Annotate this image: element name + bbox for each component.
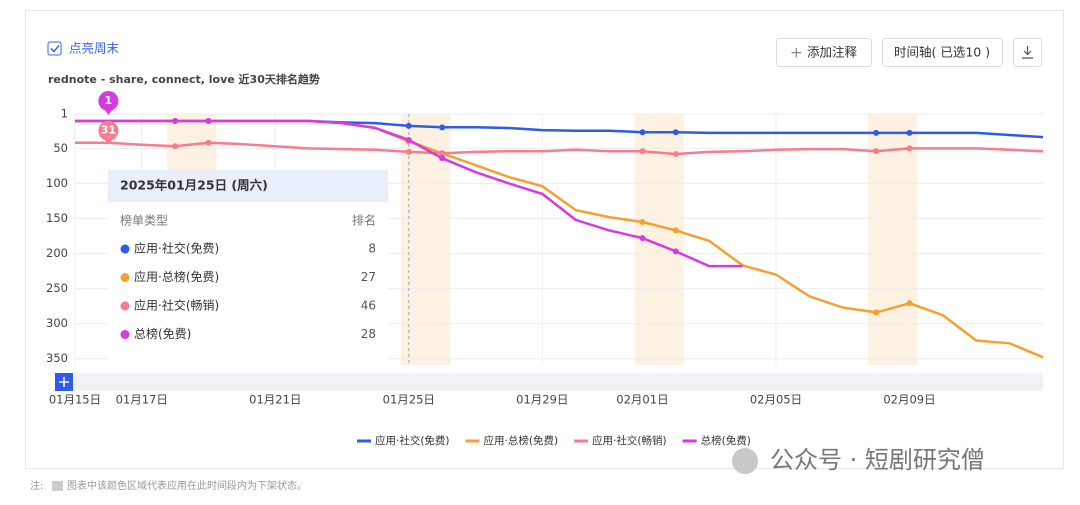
point: [873, 309, 880, 316]
point: [405, 122, 412, 129]
tooltip-row-label: 应用·总榜(免费): [134, 269, 219, 284]
x-tick-label: 01月25日: [383, 393, 435, 407]
point: [906, 129, 913, 136]
y-tick-label: 350: [46, 351, 68, 365]
note-prefix: 注:: [30, 479, 43, 492]
tooltip-row-value: 27: [361, 270, 376, 284]
point: [205, 139, 212, 146]
checkbox[interactable]: [47, 41, 62, 56]
y-tick-label: 1: [61, 107, 68, 121]
y-tick-label: 150: [46, 211, 68, 225]
tooltip-row-label: 总榜(免费): [134, 326, 191, 341]
point: [639, 218, 646, 225]
note-text: 图表中该颜色区域代表应用在此时间段内为下架状态。: [67, 479, 307, 492]
x-tick-label: 01月15日: [49, 393, 101, 407]
x-tick-label: 01月21日: [249, 393, 301, 407]
legend-label: 应用·社交(免费): [375, 434, 450, 447]
legend-label: 应用·总榜(免费): [484, 434, 559, 447]
check-icon: [50, 45, 60, 53]
tooltip-row-label: 应用·社交(免费): [134, 241, 219, 256]
point: [639, 148, 646, 155]
pin-head: [98, 120, 119, 141]
point: [172, 118, 179, 125]
point: [672, 248, 679, 255]
pin-head: [98, 91, 119, 112]
timeline-button[interactable]: [882, 38, 1003, 67]
add-note-button[interactable]: [776, 38, 872, 67]
watermark-icon: [732, 448, 758, 474]
point: [439, 124, 446, 131]
x-tick-label: 02月05日: [750, 393, 802, 407]
point: [439, 150, 446, 157]
point: [873, 129, 880, 136]
y-tick-label: 50: [53, 141, 68, 155]
y-tick-label: 200: [46, 246, 68, 260]
chart-title: rednote - share, connect, love 近30天排名趋势: [48, 72, 320, 86]
download-icon: [1022, 46, 1033, 59]
y-tick-label: 300: [46, 316, 68, 330]
point: [439, 155, 446, 162]
x-tick-label: 01月29日: [516, 393, 568, 407]
checkbox-label[interactable]: 点亮周末: [69, 41, 120, 56]
legend-label: 总榜(免费): [701, 434, 751, 447]
x-tick-label: 02月01日: [616, 393, 668, 407]
tooltip-swatch: [120, 330, 130, 339]
tooltip-header-label: 排名: [352, 213, 376, 228]
tooltip-header-label: 榜单类型: [120, 213, 168, 228]
point: [639, 129, 646, 136]
point: [405, 148, 412, 155]
x-tick-label: 02月09日: [883, 393, 935, 407]
legend-label: 应用·社交(畅销): [592, 434, 667, 447]
y-tick-label: 100: [46, 176, 68, 190]
point: [672, 150, 679, 157]
plus-icon: +: [790, 44, 803, 62]
point: [639, 235, 646, 242]
y-tick-label: 250: [46, 281, 68, 295]
series-line: [75, 141, 1044, 156]
x-tick-label: 01月17日: [116, 393, 168, 407]
note-swatch: [52, 481, 63, 491]
tooltip-header: [108, 170, 388, 202]
point: [172, 143, 179, 150]
tooltip: [108, 170, 388, 366]
watermark: 公众号 · 短剧研究僧: [770, 446, 985, 474]
slider-track[interactable]: [55, 373, 1043, 391]
point: [672, 227, 679, 234]
point: [405, 136, 412, 143]
tooltip-row-value: 8: [368, 242, 376, 256]
tooltip-swatch: [120, 273, 130, 282]
pin-label: 1: [105, 94, 113, 107]
pin-label: 31: [101, 124, 116, 137]
tooltip-row-value: 46: [361, 299, 376, 313]
point: [906, 300, 913, 307]
button-label[interactable]: 添加注释: [807, 45, 858, 60]
tooltip-swatch: [120, 301, 130, 311]
point: [205, 118, 212, 125]
point: [906, 145, 913, 152]
tooltip-row-label: 应用·社交(畅销): [134, 298, 219, 313]
button-label[interactable]: 时间轴( 已选10 ): [894, 45, 990, 60]
tooltip-row-value: 28: [361, 327, 376, 341]
point: [873, 148, 880, 155]
tooltip-title: 2025年01月25日 (周六): [120, 178, 268, 193]
tooltip-swatch: [120, 244, 130, 254]
point: [672, 129, 679, 136]
plus-icon: [59, 377, 69, 387]
